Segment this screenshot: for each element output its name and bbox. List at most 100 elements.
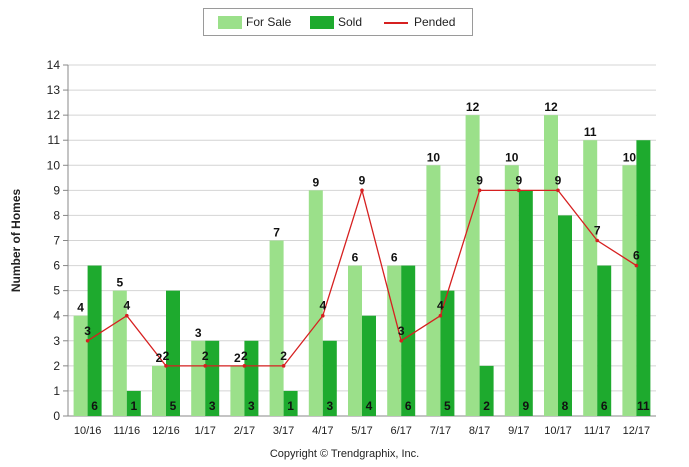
data-label-for-sale: 10	[427, 150, 441, 164]
bar-for-sale	[465, 115, 480, 417]
y-tick-label: 12	[47, 108, 61, 122]
pended-point	[477, 188, 482, 193]
bar-for-sale	[308, 190, 323, 416]
y-tick-label: 13	[47, 83, 61, 97]
x-tick-label: 9/17	[508, 425, 529, 437]
bar-sold	[87, 265, 102, 416]
data-label-for-sale: 5	[116, 276, 123, 290]
y-axis-title: Number of Homes	[9, 189, 23, 293]
data-label-for-sale: 12	[466, 100, 480, 114]
x-tick-label: 10/17	[544, 425, 572, 437]
pended-point	[321, 313, 325, 318]
legend-swatch-sold	[310, 16, 334, 29]
x-tick-label: 2/17	[234, 425, 255, 437]
bar-sold	[479, 365, 494, 416]
x-tick-label: 1/17	[194, 425, 215, 437]
bar-for-sale	[426, 165, 441, 416]
data-label-sold: 5	[170, 399, 177, 413]
data-label-pended: 2	[241, 349, 248, 363]
legend-label-for-sale: For Sale	[246, 15, 292, 29]
bar-for-sale	[544, 115, 558, 417]
bar-for-sale	[622, 165, 637, 416]
x-tick-label: 5/17	[351, 425, 372, 437]
pended-point	[203, 364, 207, 368]
legend-label-sold: Sold	[338, 15, 363, 29]
pended-point	[164, 364, 168, 368]
x-tick-label: 3/17	[273, 425, 294, 437]
pended-point	[399, 338, 404, 343]
bar-for-sale	[73, 315, 88, 416]
y-tick-label: 10	[47, 158, 61, 172]
bar-for-sale	[191, 340, 206, 416]
data-label-sold: 4	[366, 399, 373, 413]
bar-for-sale	[387, 265, 402, 416]
bar-sold	[322, 340, 337, 416]
data-label-pended: 7	[594, 224, 601, 238]
data-label-for-sale: 12	[544, 100, 558, 114]
data-label-pended: 2	[163, 349, 170, 363]
data-label-pended: 9	[359, 173, 366, 187]
pended-point	[242, 364, 247, 368]
data-label-for-sale: 6	[352, 251, 359, 265]
data-label-pended: 4	[123, 299, 130, 313]
y-tick-label: 5	[53, 284, 60, 298]
data-label-pended: 6	[633, 249, 640, 263]
bar-sold	[401, 265, 416, 416]
legend-swatch-pended	[384, 22, 408, 24]
bar-sold	[205, 340, 220, 416]
data-label-sold: 8	[562, 399, 569, 413]
bar-sold	[597, 265, 612, 416]
x-tick-label: 12/16	[152, 425, 180, 437]
bar-sold	[244, 340, 259, 416]
data-label-sold: 6	[601, 399, 608, 413]
x-tick-label: 6/17	[390, 425, 411, 437]
data-label-for-sale: 2	[156, 351, 163, 365]
data-label-pended: 4	[319, 299, 326, 313]
data-label-for-sale: 2	[234, 351, 241, 365]
pended-point	[125, 313, 129, 318]
x-tick-label: 10/16	[74, 425, 102, 437]
x-tick-label: 11/17	[584, 425, 611, 437]
data-label-for-sale: 10	[623, 150, 637, 164]
legend-swatch-for-sale	[218, 16, 242, 29]
y-tick-label: 1	[53, 384, 60, 398]
legend-label-pended: Pended	[414, 15, 456, 29]
pended-point	[556, 188, 560, 193]
bar-for-sale	[230, 365, 245, 416]
data-label-pended: 9	[476, 173, 483, 187]
data-label-sold: 3	[326, 399, 333, 413]
bar-sold	[362, 315, 376, 416]
data-label-sold: 11	[637, 399, 650, 413]
legend: For Sale Sold Pended	[203, 8, 473, 36]
x-tick-label: 8/17	[469, 425, 490, 437]
data-label-sold: 3	[209, 399, 216, 413]
pended-point	[360, 188, 364, 193]
pended-point	[438, 313, 443, 318]
data-label-pended: 2	[202, 349, 209, 363]
pended-point	[517, 188, 521, 193]
bar-sold	[518, 190, 533, 416]
y-tick-label: 11	[48, 133, 61, 147]
bar-sold	[126, 390, 141, 416]
data-label-pended: 2	[280, 349, 287, 363]
data-label-sold: 6	[91, 399, 98, 413]
y-tick-label: 6	[53, 259, 60, 273]
data-label-for-sale: 11	[584, 125, 597, 139]
pended-point	[595, 238, 599, 243]
data-label-pended: 3	[84, 324, 91, 338]
y-tick-label: 14	[47, 58, 61, 72]
data-label-pended: 4	[437, 299, 444, 313]
data-label-for-sale: 4	[77, 301, 84, 315]
data-label-for-sale: 7	[273, 226, 280, 240]
bar-for-sale	[504, 165, 519, 416]
data-label-for-sale: 9	[312, 175, 319, 189]
data-label-sold: 1	[130, 399, 137, 413]
x-tick-label: 11/16	[113, 425, 140, 437]
bar-for-sale	[348, 265, 362, 416]
bar-for-sale	[583, 140, 598, 416]
data-label-sold: 3	[248, 399, 255, 413]
data-label-pended: 9	[515, 173, 522, 187]
x-tick-label: 12/17	[623, 425, 651, 437]
bar-for-sale	[269, 240, 284, 416]
